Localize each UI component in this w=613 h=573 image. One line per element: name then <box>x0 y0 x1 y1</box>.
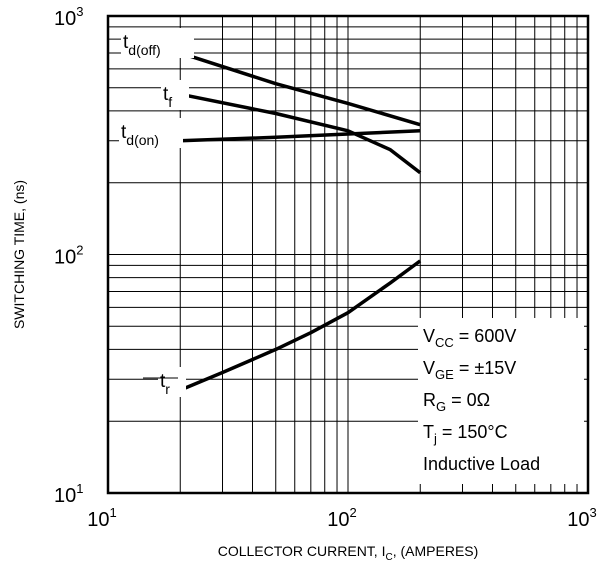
y-tick-labels: 101 102 103 <box>54 4 83 507</box>
x-tick-label: 102 <box>327 505 356 531</box>
conditions-box: VCC = 600V VGE = ±15V RG = 0Ω Tj = 150°C Ind… <box>418 318 584 484</box>
x-tick-labels: 101 102 103 <box>87 505 596 531</box>
x-axis-title: COLLECTOR CURRENT, IC, (AMPERES) <box>218 543 479 563</box>
series-lines <box>179 51 422 392</box>
y-tick-label: 102 <box>54 243 83 269</box>
svg-text:td(off): td(off) <box>123 32 161 58</box>
series-label-r: tr <box>143 367 186 397</box>
series-line-r <box>179 259 422 392</box>
condition-text: RG = 0Ω <box>423 390 490 414</box>
series-label-f: tf <box>161 80 189 110</box>
condition-text: Inductive Load <box>423 454 540 474</box>
series-line-doff <box>179 51 421 127</box>
svg-text:tr: tr <box>160 371 170 397</box>
condition-text: VGE = ±15V <box>423 358 516 382</box>
series-line-f <box>179 92 422 175</box>
series-label-don: td(on) <box>119 118 183 148</box>
plot-frame <box>106 14 590 495</box>
condition-text: Tj = 150°C <box>423 422 508 446</box>
conditions-background <box>418 318 584 484</box>
y-axis-title: SWITCHING TIME, (ns) <box>11 180 27 329</box>
x-tick-label: 101 <box>87 505 116 531</box>
y-tick-label: 103 <box>54 4 83 30</box>
series-line-don <box>180 129 421 143</box>
y-tick-label: 101 <box>54 481 83 507</box>
condition-text: VCC = 600V <box>423 326 516 350</box>
svg-text:tf: tf <box>163 84 172 110</box>
svg-text:td(on): td(on) <box>121 122 159 148</box>
series-label-doff: td(off) <box>121 28 194 58</box>
x-tick-label: 103 <box>567 505 596 531</box>
